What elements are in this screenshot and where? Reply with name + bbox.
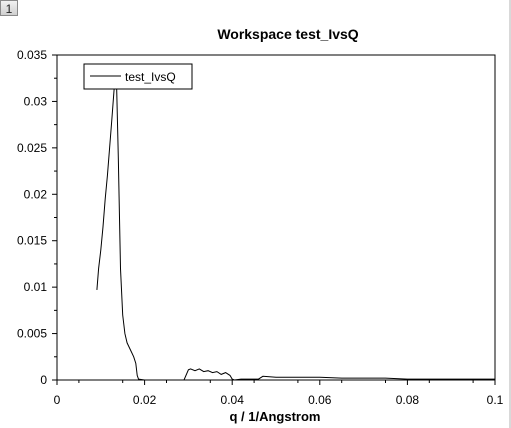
y-tick-label: 0.02 xyxy=(24,187,48,201)
x-tick-label: 0.08 xyxy=(396,393,420,407)
y-tick-label: 0 xyxy=(40,373,47,387)
x-tick-label: 0.06 xyxy=(308,393,332,407)
y-tick-label: 0.03 xyxy=(24,94,48,108)
series-layer xyxy=(96,64,495,381)
x-tick-label: 0 xyxy=(54,393,61,407)
x-tick-label: 0.04 xyxy=(221,393,245,407)
chart-title: Workspace test_IvsQ xyxy=(217,26,358,42)
x-tick-label: 0.02 xyxy=(133,393,157,407)
plot-frame xyxy=(56,54,496,381)
x-tick-label: 0.1 xyxy=(487,393,504,407)
plot-window-tab[interactable]: 1 xyxy=(0,0,18,16)
legend[interactable]: test_IvsQ xyxy=(83,63,193,90)
y-tick-label: 0.025 xyxy=(17,141,47,155)
y-tick-label: 0.015 xyxy=(17,234,47,248)
legend-label: test_IvsQ xyxy=(125,70,176,84)
series-line-test-ivsq xyxy=(96,64,495,381)
y-tick-label: 0.005 xyxy=(17,327,47,341)
x-axis-title: q / 1/Angstrom xyxy=(229,409,320,424)
legend-box xyxy=(83,63,193,90)
plot-area[interactable]: 0 0.02 0.04 0.06 0.08 0.1 0 0.005 0.01 0.015 0.02 0… xyxy=(17,48,504,407)
y-tick-label: 0.035 xyxy=(17,48,47,62)
window-border xyxy=(509,0,511,428)
y-tick-label: 0.01 xyxy=(24,280,48,294)
